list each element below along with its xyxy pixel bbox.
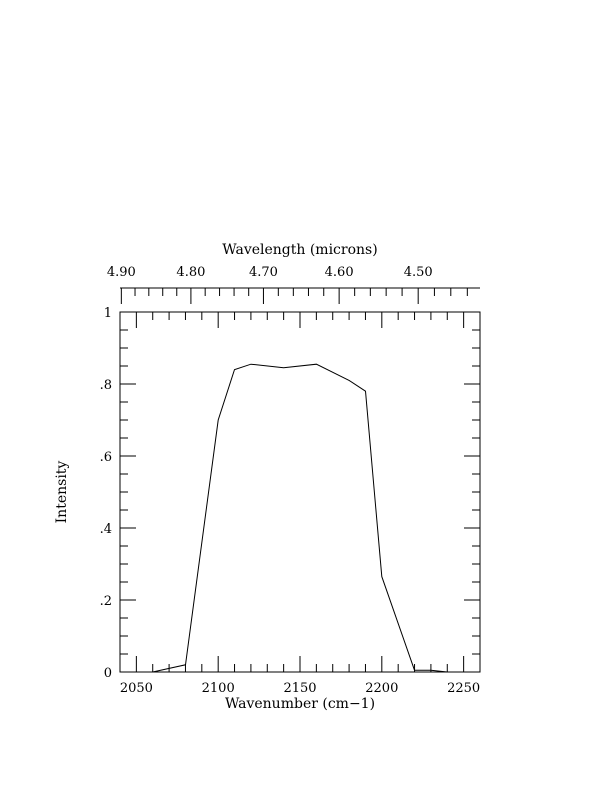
y-tick-label: .6: [100, 450, 112, 465]
top-tick-label: 4.60: [325, 265, 354, 280]
top-axis-label: Wavelength (microns): [222, 242, 377, 258]
tick-marks: [119, 311, 481, 673]
y-tick-label: .2: [100, 594, 112, 609]
y-tick-label: 1: [104, 306, 112, 321]
top-tick-label: 4.90: [107, 265, 136, 280]
x-tick-label: 2100: [202, 681, 235, 696]
x-tick-label: 2150: [283, 681, 316, 696]
tick-labels: 2050 2100 2150 2200 2250 0 .2 .4 .6 .8 1 4.90 4.80 4.…: [100, 265, 481, 696]
x-tick-label: 2200: [365, 681, 398, 696]
series-line: [120, 363, 480, 673]
y-tick-label: .4: [100, 522, 112, 537]
top-tick-label: 4.70: [249, 265, 278, 280]
top-wavelength-axis: [120, 287, 480, 304]
top-tick-label: 4.80: [176, 265, 205, 280]
x-tick-label: 2050: [120, 681, 153, 696]
y-axis-label: Intensity: [54, 461, 70, 524]
x-tick-label: 2250: [447, 681, 480, 696]
x-axis-label: Wavenumber (cm−1): [225, 696, 375, 712]
y-tick-label: .8: [100, 378, 112, 393]
y-tick-label: 0: [104, 666, 112, 681]
plot-frame: [119, 311, 481, 673]
top-tick-label: 4.50: [404, 265, 433, 280]
